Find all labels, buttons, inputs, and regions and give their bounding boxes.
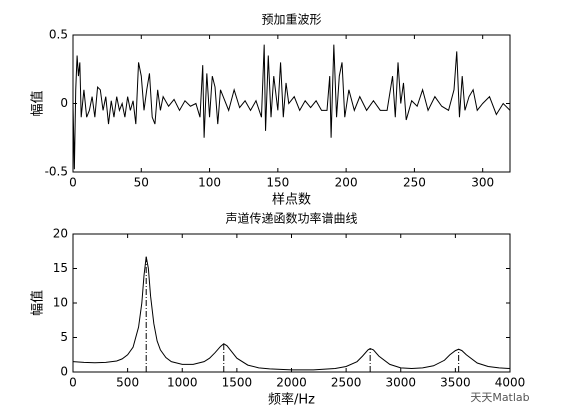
- x-tick-label: 250: [403, 176, 426, 190]
- y-axis-label: 幅值: [30, 90, 46, 116]
- y-tick-label: 5: [60, 330, 68, 344]
- y-tick-label: 0: [60, 365, 68, 379]
- x-tick-label: 300: [471, 176, 494, 190]
- data-line: [72, 44, 511, 170]
- x-tick-label: 50: [134, 176, 149, 190]
- x-tick-label: 1000: [167, 376, 198, 390]
- x-axis-label: 频率/Hz: [268, 392, 315, 408]
- x-tick-label: 200: [335, 176, 358, 190]
- x-tick-label: 2000: [276, 376, 307, 390]
- y-tick-label: 15: [53, 261, 68, 275]
- x-tick-label: 0: [69, 176, 77, 190]
- x-tick-label: 150: [266, 176, 289, 190]
- plot-area: [72, 34, 511, 173]
- y-axis-label: 幅值: [30, 290, 46, 316]
- y-tick-label: 0.5: [49, 28, 68, 42]
- y-tick-label: -0.5: [45, 165, 68, 179]
- data-line: [72, 256, 511, 371]
- x-tick-label: 2500: [331, 376, 362, 390]
- watermark: 天天Matlab: [470, 391, 529, 404]
- x-tick-label: 500: [116, 376, 139, 390]
- chart-title: 声道传递函数功率谱曲线: [225, 211, 357, 226]
- y-tick-label: 0: [60, 96, 68, 110]
- x-axis-label: 样点数: [272, 193, 311, 208]
- x-tick-label: 3000: [385, 376, 416, 390]
- x-tick-label: 100: [198, 176, 221, 190]
- plot-area: [72, 233, 511, 373]
- chart-title: 预加重波形: [261, 13, 321, 27]
- x-tick-label: 4000: [495, 376, 526, 390]
- y-tick-label: 20: [53, 227, 68, 241]
- x-tick-label: 0: [69, 376, 77, 390]
- y-tick-label: 10: [53, 296, 68, 310]
- x-tick-label: 1500: [222, 376, 253, 390]
- x-tick-label: 3500: [440, 376, 471, 390]
